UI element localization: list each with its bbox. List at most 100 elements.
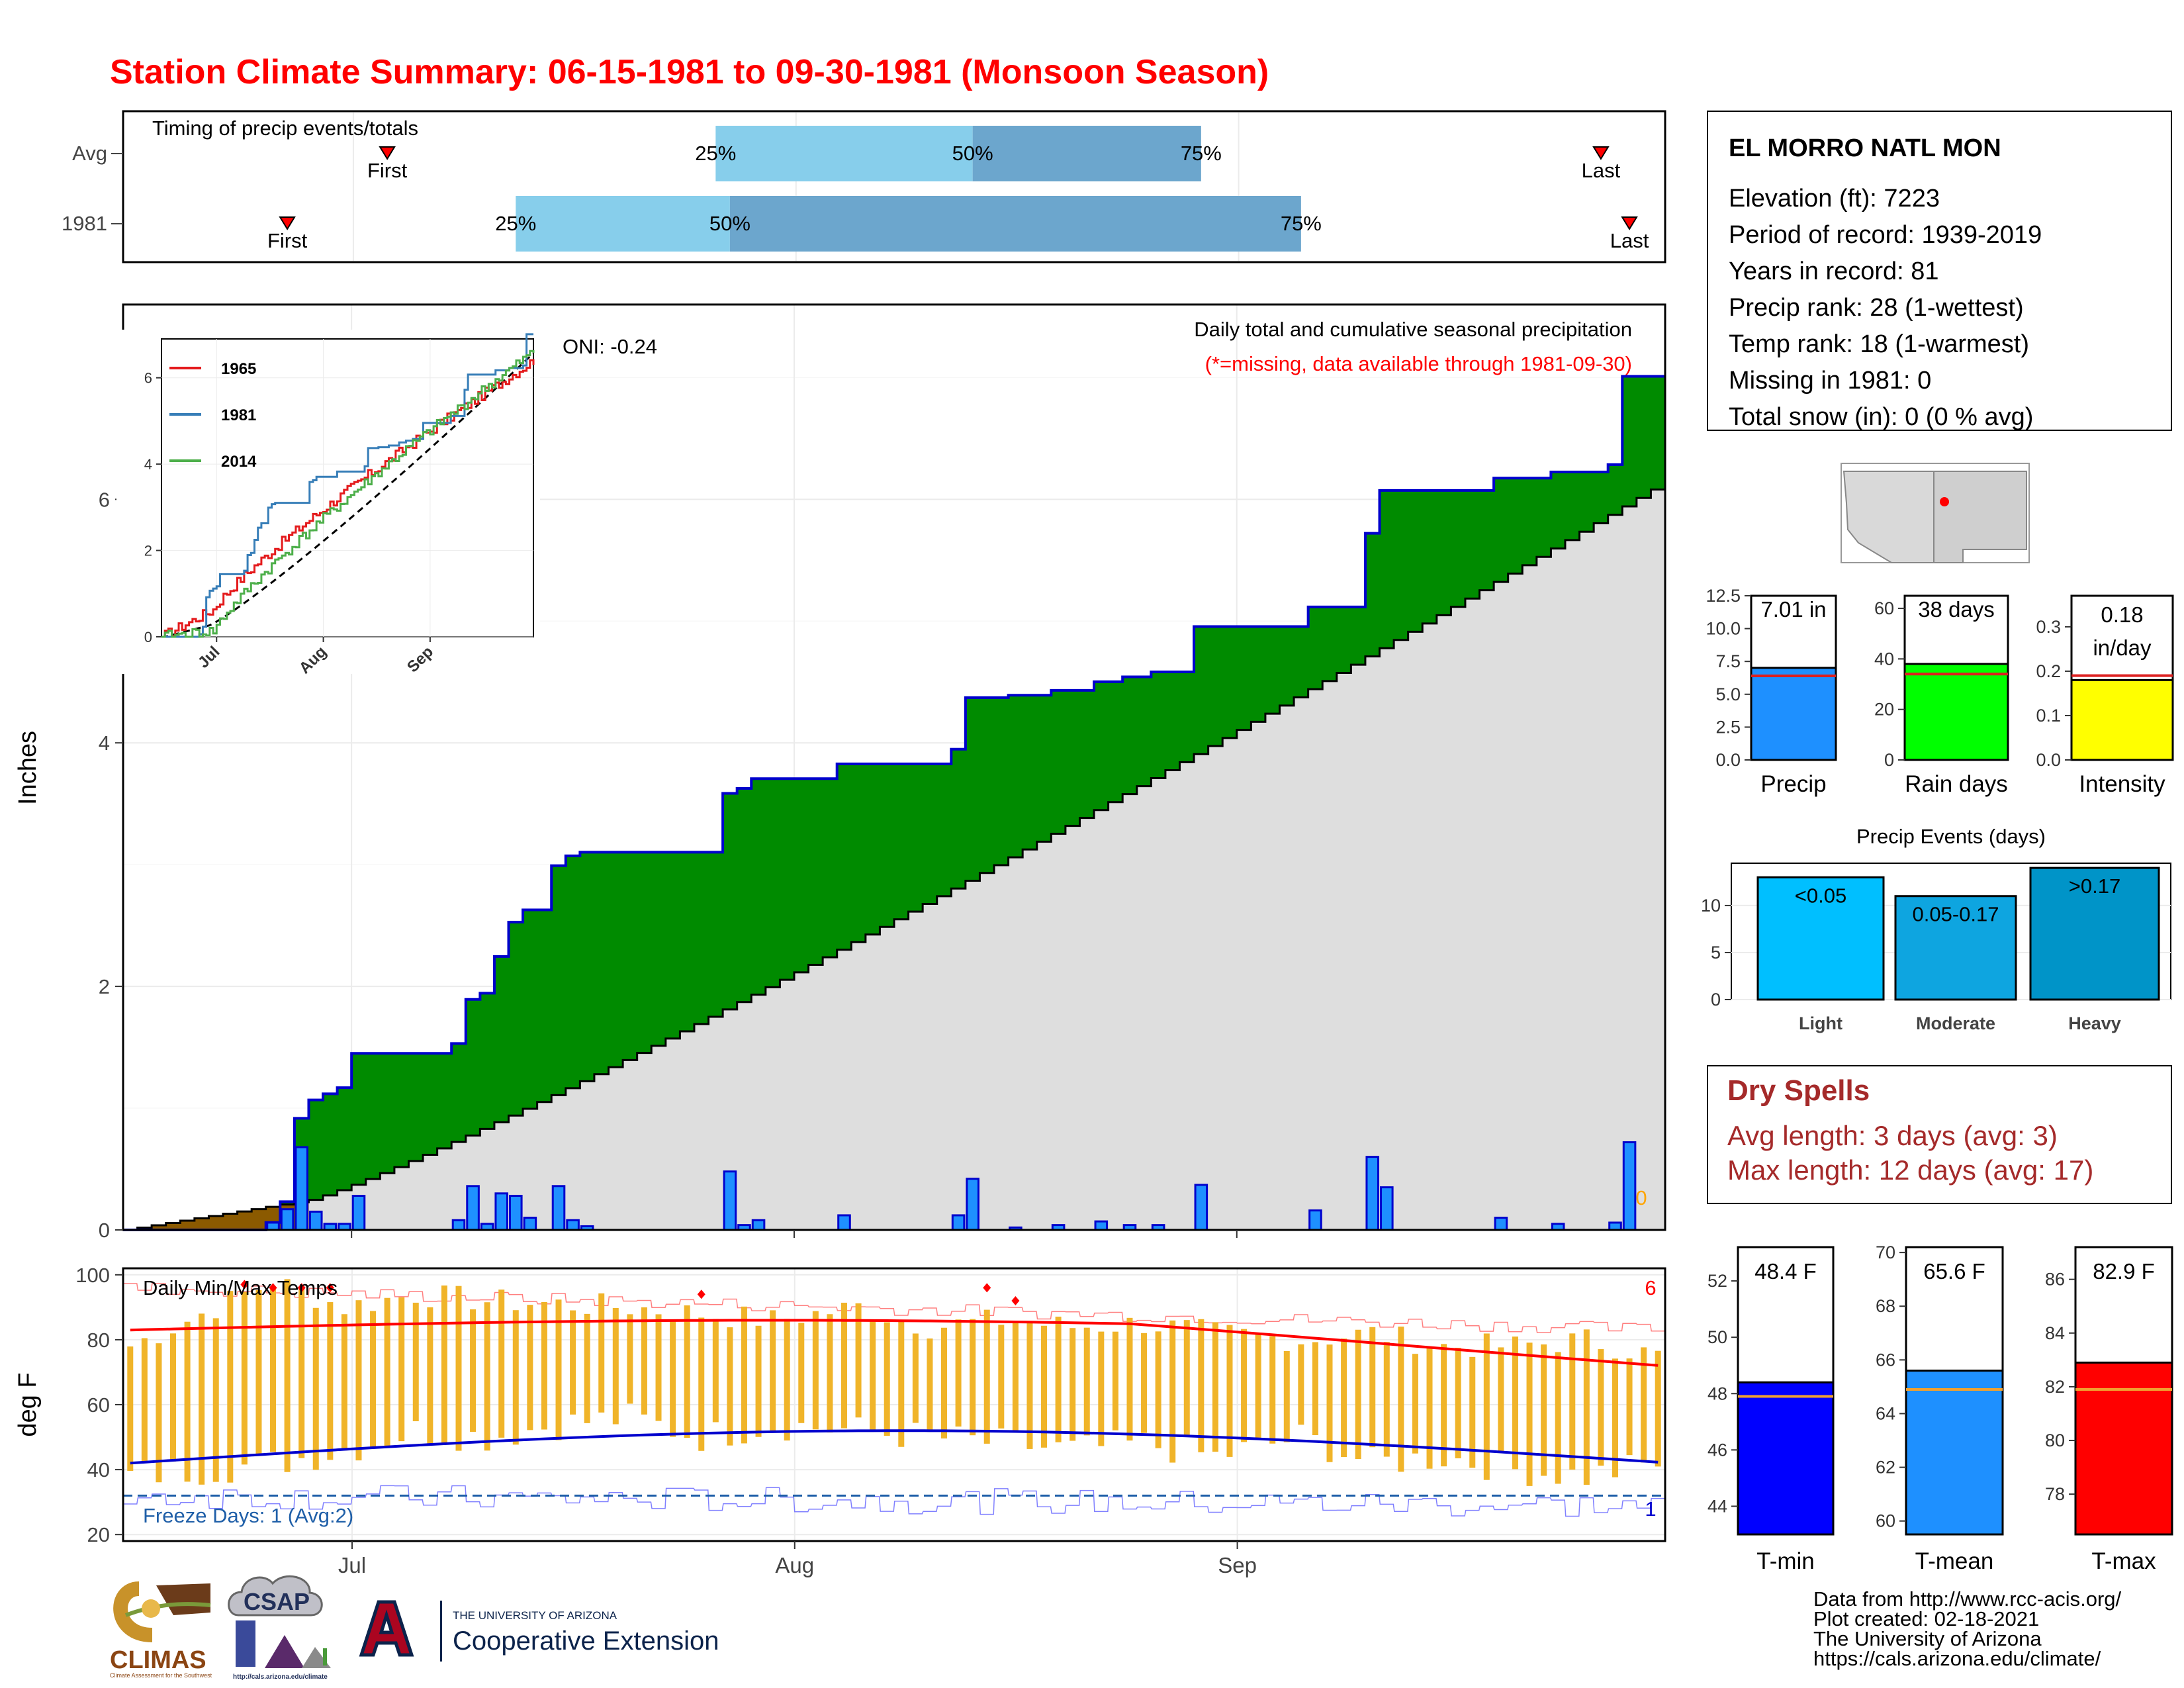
- timing-label: Timing of precip events/totals: [152, 117, 418, 140]
- temp-ytick-label: 60: [87, 1393, 110, 1417]
- daily-temp-range-bar: [1469, 1356, 1476, 1468]
- daily-precip-bar: [751, 1219, 766, 1231]
- daily-temp-range-bar: [370, 1311, 377, 1447]
- daily-temp-range-bar: [455, 1286, 462, 1451]
- avg-max-temp-line: [130, 1319, 1659, 1367]
- daily-temp-range-bar: [1541, 1344, 1547, 1476]
- daily-temp-range-bar: [1641, 1347, 1647, 1463]
- avg-cumulative-area: [123, 489, 1665, 1230]
- daily-temp-range-bar: [1212, 1322, 1218, 1452]
- daily-temp-range-bar: [970, 1319, 976, 1436]
- daily-precip-bar: [1365, 1156, 1380, 1231]
- summary-bars: 0.0 2.5 5.0 7.5 10.0 12.5 7.01 in Precip 0 20 40 60…: [1706, 586, 2174, 797]
- daily-temp-range-bar: [255, 1289, 262, 1454]
- timing-q75-label: 75%: [1181, 142, 1222, 165]
- daily-temp-range-bar: [983, 1309, 990, 1444]
- daily-precip-bar: [280, 1208, 295, 1231]
- daily-temp-range-bar: [412, 1302, 419, 1421]
- climas-logo: CLIMAS Climate Assessment for the Southw…: [110, 1581, 212, 1679]
- inset-legend-label: 1965: [221, 360, 256, 378]
- temp-ytick-label: 40: [87, 1458, 110, 1481]
- daily-temp-range-bar: [1055, 1317, 1062, 1442]
- timing-last-label: Last: [1610, 229, 1649, 252]
- temp-summary-tick-label: 70: [1876, 1243, 1895, 1262]
- temp-summary-tick-label: 84: [2045, 1323, 2065, 1343]
- daily-precip-bar: [1494, 1217, 1508, 1231]
- daily-temp-range-bar: [884, 1322, 890, 1436]
- daily-temp-range-bar: [1512, 1336, 1518, 1470]
- daily-temp-range-bar: [1569, 1333, 1576, 1470]
- station-info-box: EL MORRO NATL MON Elevation (ft): 7223 P…: [1707, 111, 2172, 431]
- daily-temp-range-bar: [127, 1346, 134, 1472]
- station-line-0: Elevation (ft): 7223: [1729, 185, 1940, 212]
- daily-precip-bar: [966, 1178, 979, 1231]
- daily-temp-range-bar: [1112, 1331, 1118, 1430]
- footer-line-1: Plot created: 02-18-2021: [1813, 1607, 2039, 1630]
- temp-summary-tick-label: 52: [1707, 1271, 1727, 1291]
- cumulative-1981-line: [123, 375, 1665, 1231]
- record-high-marker: [297, 1283, 306, 1293]
- csap-logo-url: http://cals.arizona.edu/climate: [233, 1673, 328, 1681]
- precip-ytick-label: 6: [99, 488, 110, 511]
- temp-ytick-label: 80: [87, 1329, 110, 1352]
- daily-temp-range-bar: [927, 1338, 933, 1432]
- summary-bar-tick-label: 20: [1874, 700, 1894, 720]
- summary-bar-tick-label: 0.1: [2036, 706, 2061, 726]
- daily-temp-range-bar: [1226, 1325, 1233, 1457]
- timing-panel: Timing of precip events/totals Avg 25% 50% 7…: [62, 110, 1666, 263]
- events-category-label: Light: [1799, 1013, 1843, 1033]
- daily-temp-range-bar: [1312, 1342, 1318, 1436]
- avg-min-temp-line: [130, 1429, 1659, 1465]
- daily-precip-bar: [1608, 1221, 1622, 1231]
- daily-temp-range-bar: [1455, 1348, 1461, 1459]
- station-name: EL MORRO NATL MON: [1729, 134, 2001, 162]
- daily-precip-bar: [551, 1185, 566, 1231]
- daily-temp-range-bar: [327, 1302, 334, 1460]
- inset-ytick-label: 6: [144, 370, 152, 387]
- daily-temp-range-bar: [384, 1297, 390, 1448]
- daily-precip-bar: [1380, 1186, 1394, 1231]
- daily-precip-bar: [295, 1146, 308, 1231]
- temp-summary-t-min: 44 46 48 50 52 48.4 F T-min: [1707, 1246, 1835, 1574]
- university-of-arizona-logo: THE UNIVERSITY OF ARIZONA Cooperative Ex…: [359, 1600, 719, 1662]
- daily-temp-range-bar: [841, 1302, 847, 1429]
- daily-temp-range-bar: [1155, 1331, 1161, 1448]
- daily-precip-bar: [509, 1194, 523, 1231]
- events-tick-label: 0: [1711, 990, 1721, 1009]
- dry-spells-title: Dry Spells: [1727, 1074, 1870, 1107]
- temp-summary-tick-label: 62: [1876, 1458, 1895, 1477]
- inset-legend-label: 2014: [221, 453, 257, 471]
- daily-precip-bar: [451, 1219, 466, 1231]
- temp-xtick-label: Sep: [1218, 1553, 1257, 1577]
- precip-panel-title: Daily total and cumulative seasonal prec…: [1194, 318, 1632, 341]
- state-outline-new-mexico: [1933, 471, 2027, 563]
- temp-summary-tick-label: 78: [2045, 1484, 2065, 1504]
- temp-summary-tick-label: 48: [1707, 1383, 1727, 1403]
- inset-series-2014: [161, 350, 535, 638]
- temp-summary-text: 48.4 F: [1754, 1259, 1817, 1284]
- summary-bar-text-unit: in/day: [2093, 635, 2152, 660]
- daily-precip-bar: [723, 1170, 737, 1231]
- summary-bar-tick-label: 0: [1884, 750, 1894, 770]
- timing-bar-q50-q75: [729, 196, 1301, 252]
- daily-temp-range-bar: [1326, 1344, 1333, 1462]
- daily-temp-range-bar: [1126, 1317, 1133, 1441]
- daily-temp-range-bar: [1183, 1320, 1190, 1436]
- events-bar-heavy: [2029, 867, 2160, 1001]
- daily-temp-range-bar: [141, 1338, 148, 1463]
- timing-row-label: 1981: [62, 212, 107, 235]
- daily-precip-bar: [494, 1192, 508, 1231]
- footer-line-2: The University of Arizona: [1813, 1627, 2042, 1650]
- station-line-5: Missing in 1981: 0: [1729, 367, 1931, 395]
- events-category-label: Moderate: [1916, 1013, 1995, 1033]
- station-line-2: Years in record: 81: [1729, 258, 1939, 285]
- temp-summary-t-mean: 60 62 64 66 68 70 65.6 F T-mean: [1876, 1243, 2004, 1574]
- temp-summary-tick-label: 68: [1876, 1296, 1895, 1316]
- daily-temp-range-bar: [498, 1289, 505, 1438]
- record-high-marker: [1011, 1296, 1020, 1306]
- temp-summary-label: T-mean: [1915, 1548, 1994, 1574]
- daily-precip-bar: [566, 1219, 580, 1231]
- temp-xtick-label: Jul: [338, 1553, 366, 1577]
- temp-panel-title: Daily Min/Max Temps: [143, 1276, 338, 1299]
- daily-temp-range-bar: [998, 1325, 1005, 1429]
